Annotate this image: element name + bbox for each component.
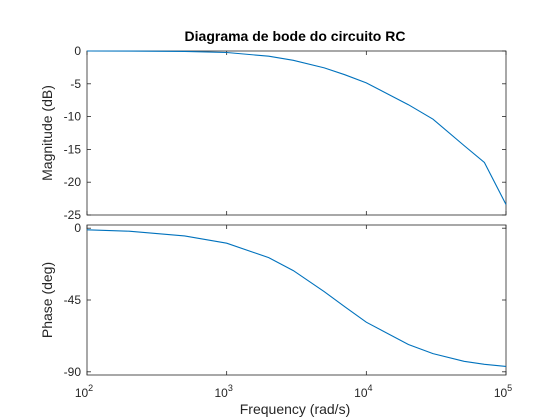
x-tick-label: 104 [354, 383, 372, 400]
phase-ylabel: Phase (deg) [39, 262, 55, 338]
y-tick-label: -15 [64, 142, 82, 156]
y-tick-label: -25 [64, 208, 82, 222]
chart-title: Diagrama de bode do circuito RC [185, 28, 406, 44]
magnitude-y-ticks: 0 -5 -10 -15 -20 -25 [64, 44, 506, 222]
x-tick-label: 102 [75, 383, 93, 400]
phase-y-ticks: 0 -45 -90 [64, 221, 506, 379]
y-tick-label: -5 [70, 77, 81, 91]
phase-x-ticks: 102 103 104 105 [75, 225, 512, 400]
y-tick-label: -20 [64, 175, 82, 189]
x-tick-label: 103 [214, 383, 232, 400]
magnitude-panel: 0 -5 -10 -15 -20 -25 Magnitude (dB) [39, 44, 507, 222]
y-tick-label: 0 [74, 44, 81, 58]
magnitude-series-line [86, 50, 507, 205]
magnitude-ylabel: Magnitude (dB) [39, 85, 55, 181]
y-tick-label: -90 [64, 365, 82, 379]
y-tick-label: 0 [74, 221, 81, 235]
y-tick-label: -10 [64, 110, 82, 124]
phase-panel: 0 -45 -90 102 103 104 105 Phase (deg) [39, 221, 512, 400]
phase-series-line [86, 229, 507, 367]
x-axis-label: Frequency (rad/s) [240, 401, 350, 417]
phase-axes [86, 224, 507, 376]
magnitude-axes [86, 50, 507, 216]
y-tick-label: -45 [64, 293, 82, 307]
x-tick-label: 105 [494, 383, 512, 400]
